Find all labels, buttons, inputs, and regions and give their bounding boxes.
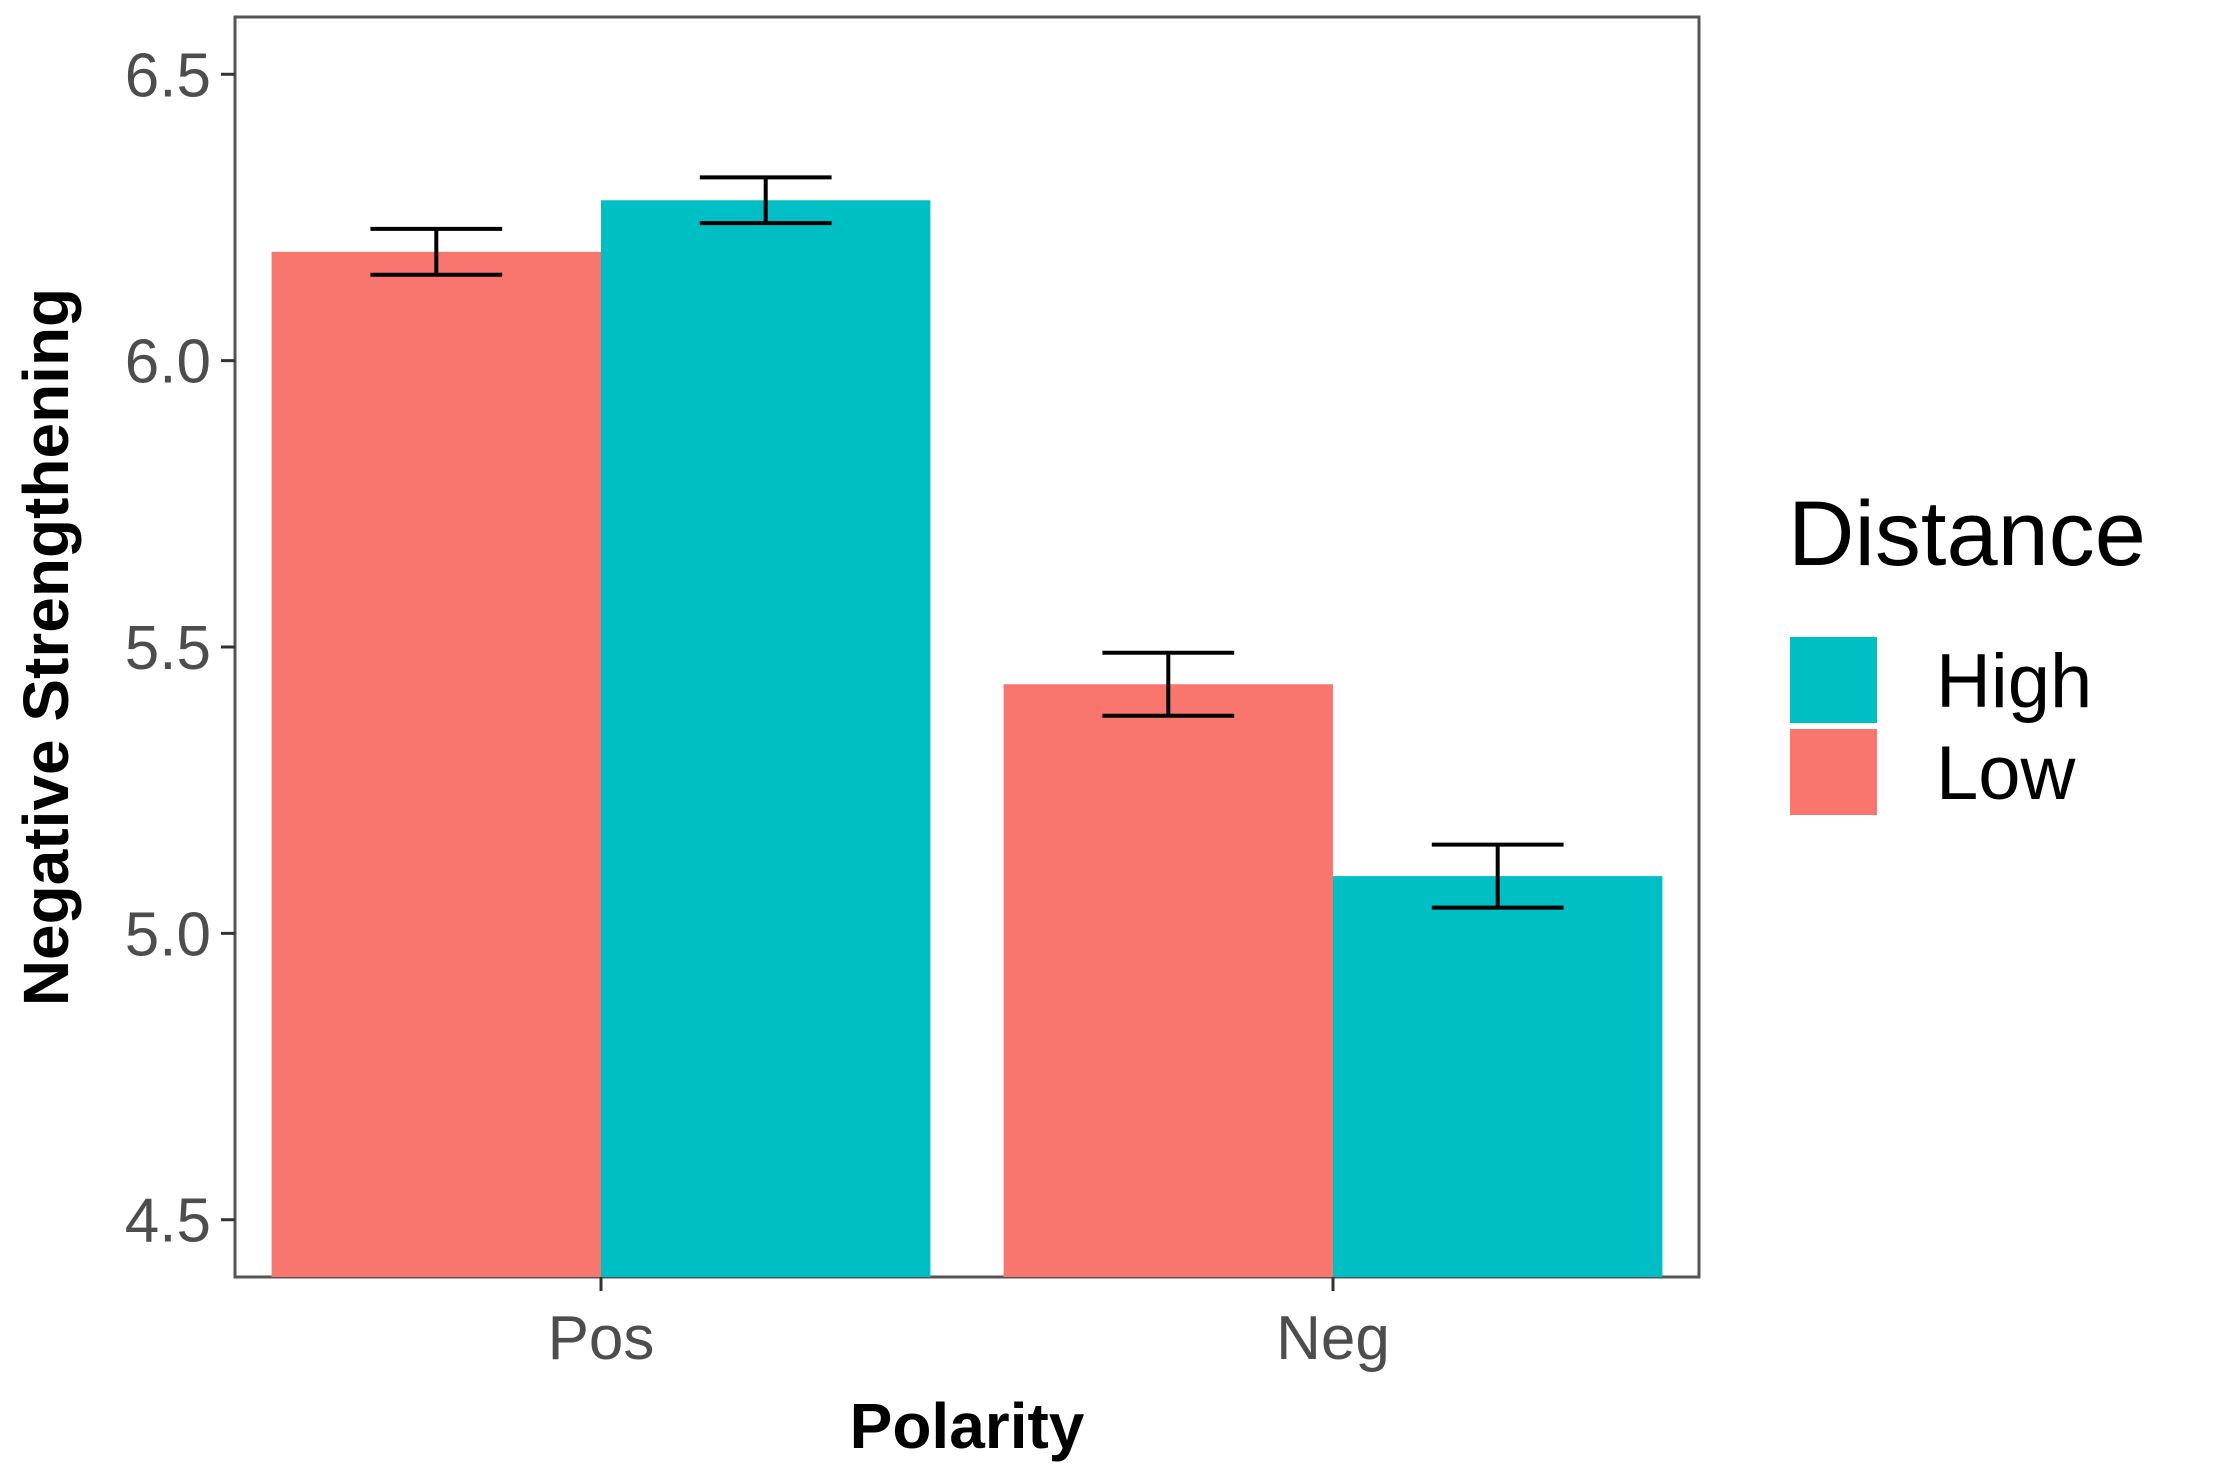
bar-low-pos xyxy=(271,251,601,1278)
legend-key-low xyxy=(1790,729,1877,815)
x-tick-label: Neg xyxy=(1276,1304,1390,1373)
legend-label-low: Low xyxy=(1936,731,2077,816)
error-bars-layer xyxy=(370,175,1564,910)
y-tick-label: 5.0 xyxy=(125,900,211,969)
bars-layer xyxy=(271,200,1663,1278)
y-axis: 4.5 5.0 5.5 6.0 6.5 xyxy=(125,41,235,1256)
bar-low-neg xyxy=(1003,684,1333,1277)
y-tick-label: 5.5 xyxy=(125,614,211,683)
x-axis: Pos Neg xyxy=(548,1277,1390,1373)
x-tick-label: Pos xyxy=(548,1304,655,1373)
y-axis-title: Negative Strengthening xyxy=(10,288,82,1006)
y-tick-label: 6.5 xyxy=(125,41,211,110)
bar-high-neg xyxy=(1333,876,1663,1277)
bar-high-pos xyxy=(601,200,931,1278)
y-tick-label: 6.0 xyxy=(125,328,211,397)
legend-key-high xyxy=(1790,637,1877,723)
legend-title: Distance xyxy=(1788,483,2146,585)
legend-label-high: High xyxy=(1936,639,2092,724)
y-tick-label: 4.5 xyxy=(125,1187,211,1256)
x-axis-title: Polarity xyxy=(850,1390,1085,1462)
